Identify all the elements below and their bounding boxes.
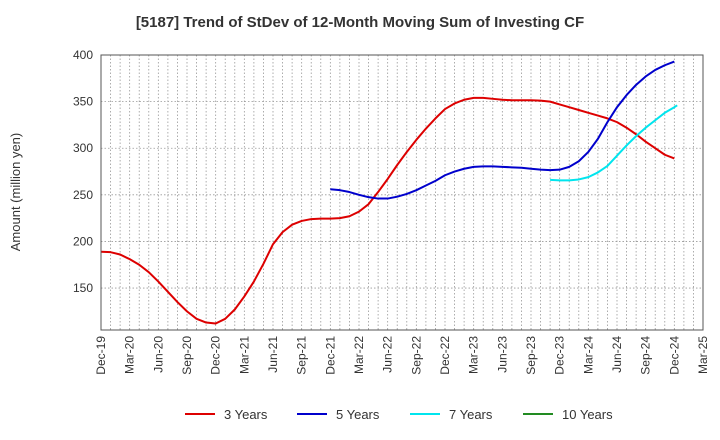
x-tick-label: Mar-20 xyxy=(123,336,137,374)
x-tick-label: Sep-21 xyxy=(295,336,309,375)
x-tick-label: Mar-24 xyxy=(581,336,595,374)
series-line-7-years xyxy=(550,104,678,182)
x-tick-label: Sep-24 xyxy=(639,336,653,375)
plot-background xyxy=(101,55,703,330)
y-tick-label: 300 xyxy=(73,141,93,155)
x-tick-label: Jun-23 xyxy=(495,336,509,373)
series-line-5-years xyxy=(330,60,675,200)
x-tick-label: Dec-23 xyxy=(553,336,567,375)
chart-title: [5187] Trend of StDev of 12-Month Moving… xyxy=(135,14,585,31)
x-tick-label: Dec-19 xyxy=(94,336,108,375)
axes xyxy=(100,54,704,331)
x-tick-label: Jun-21 xyxy=(266,336,280,373)
legend: 3 Years 5 Years 7 Years 10 Years xyxy=(185,407,613,422)
x-tick-label: Jun-20 xyxy=(151,336,165,373)
legend-label: 7 Years xyxy=(449,407,493,422)
legend-item: 5 Years xyxy=(297,407,380,422)
x-tick-label: Sep-20 xyxy=(180,336,194,375)
y-tick-label: 400 xyxy=(73,48,93,62)
x-tick-label: Sep-23 xyxy=(524,336,538,375)
legend-label: 5 Years xyxy=(336,407,380,422)
grid-lines xyxy=(100,54,704,330)
y-tick-label: 350 xyxy=(73,95,93,109)
legend-item: 3 Years xyxy=(185,407,268,422)
plot-frame xyxy=(100,54,704,331)
series-line-3-years xyxy=(100,96,675,325)
x-tick-label: Jun-22 xyxy=(381,336,395,373)
x-tick-label: Dec-21 xyxy=(323,336,337,375)
x-tick-label: Sep-22 xyxy=(409,336,423,375)
y-axis-label: Amount (million yen) xyxy=(8,133,23,252)
x-tick-label: Mar-22 xyxy=(352,336,366,374)
x-tick-label: Dec-22 xyxy=(438,336,452,375)
plot-area xyxy=(101,55,703,330)
y-tick-label: 250 xyxy=(73,188,93,202)
x-tick-label: Dec-20 xyxy=(209,336,223,375)
x-tick-label: Jun-24 xyxy=(610,336,624,373)
x-tick-label: Mar-21 xyxy=(237,336,251,374)
y-tick-label: 150 xyxy=(73,281,93,295)
x-axis-ticks: Dec-19 Mar-20 Jun-20 Sep-20 Dec-20 Mar-21 Jun-… xyxy=(94,336,710,375)
legend-label: 10 Years xyxy=(562,407,613,422)
x-tick-label: Dec-24 xyxy=(667,336,681,375)
x-tick-label: Mar-23 xyxy=(467,336,481,374)
legend-item: 7 Years xyxy=(410,407,493,422)
legend-label: 3 Years xyxy=(224,407,268,422)
y-axis-ticks: 150 200 250 300 350 400 xyxy=(73,48,93,295)
x-tick-label: Mar-25 xyxy=(696,336,710,374)
series-layer xyxy=(100,60,678,325)
legend-item: 10 Years xyxy=(523,407,613,422)
y-tick-label: 200 xyxy=(73,234,93,248)
